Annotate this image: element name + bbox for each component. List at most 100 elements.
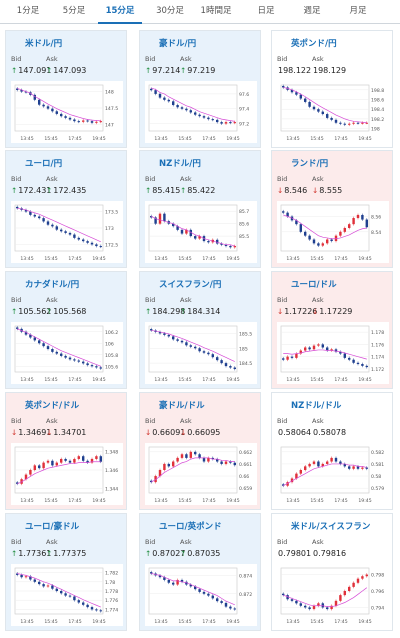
candle-body <box>73 119 76 122</box>
rate-card[interactable]: 豪ドル/円 Bid Ask ↑97.214 ↑97.219 97.6 97.4 97.2 13:… <box>139 30 261 148</box>
chart-svg: 106.2 106 105.8 105.6 13:45 15:45 17:45 19:45 <box>14 325 118 383</box>
mini-chart[interactable]: 185.5 185 184.5 13:45 15:45 17:45 19:45 <box>145 322 257 384</box>
rate-card[interactable]: 豪ドル/ドル Bid Ask ↓0.66091 ↓0.66095 0.662 0.661 0.… <box>139 392 261 510</box>
mini-chart[interactable]: 0.798 0.796 0.794 13:45 15:45 17:45 19:45 <box>277 564 389 626</box>
candle-body <box>180 107 184 109</box>
pair-name[interactable]: 豪ドル/円 <box>159 39 197 49</box>
candle-body <box>51 108 54 112</box>
pair-name[interactable]: 豪ドル/ドル <box>159 401 205 411</box>
candle-body <box>29 576 32 580</box>
x-tick-label: 19:45 <box>358 136 371 142</box>
rate-card[interactable]: 英ポンド/円 Bid Ask 198.122 198.129 198.8 198.6 198.… <box>271 30 393 148</box>
candle-body <box>330 457 333 462</box>
pair-name[interactable]: カナダドル/円 <box>25 280 80 290</box>
mini-chart[interactable]: 1.178 1.176 1.174 1.172 13:45 15:45 17:45 19:45 <box>277 322 389 384</box>
pair-name[interactable]: 英ポンド/円 <box>291 39 337 49</box>
mini-chart[interactable]: 198.8 198.6 198.4 198.2 198 13:45 15:45 17:45 19… <box>277 81 389 143</box>
pair-name[interactable]: ユーロ/豪ドル <box>25 522 80 532</box>
arrow-up-icon: ↑ <box>11 307 18 316</box>
candle-body <box>29 470 32 475</box>
mini-chart[interactable]: 8.56 8.54 13:45 15:45 17:45 19:45 <box>277 201 389 263</box>
mini-chart[interactable]: 173.5 173 172.5 13:45 15:45 17:45 19:45 <box>11 201 123 263</box>
candle-body <box>281 593 285 596</box>
rate-card[interactable]: 英ポンド/ドル Bid Ask ↓1.34691 ↓1.34701 1.348 1.346 1… <box>5 392 127 510</box>
candle-body <box>321 603 325 608</box>
candle-body <box>189 110 193 113</box>
tab-2[interactable]: 15分足 <box>98 0 142 24</box>
candle-body <box>202 351 206 353</box>
candle-body <box>356 578 360 583</box>
bid-label: Bid <box>11 417 22 425</box>
candle-body <box>281 358 285 360</box>
mini-chart[interactable]: 106.2 106 105.8 105.6 13:45 15:45 17:45 19:45 <box>11 322 123 384</box>
candle-body <box>352 466 355 469</box>
rate-card[interactable]: ユーロ/英ポンド Bid Ask ↑0.87027 ↑0.87035 0.874 0.872… <box>139 513 261 631</box>
tab-3[interactable]: 30分足 <box>156 6 184 16</box>
pair-name[interactable]: ランド/円 <box>291 159 329 169</box>
bid-value: 0.58064 <box>278 428 312 437</box>
candle-body <box>55 111 59 114</box>
pair-name[interactable]: スイスフラン/円 <box>159 280 222 290</box>
pair-name[interactable]: 米ドル/円 <box>25 39 63 49</box>
candle-body <box>73 234 76 238</box>
rate-card[interactable]: カナダドル/円 Bid Ask ↑105.562 ↑105.568 106.2 106 105… <box>5 271 127 389</box>
y-tick-label: 185.5 <box>239 331 252 337</box>
mini-chart[interactable]: 1.782 1.78 1.778 1.776 1.774 13:45 15:45 17:45 1… <box>11 564 123 626</box>
pair-name[interactable]: ユーロ/英ポンド <box>159 522 222 532</box>
rate-card[interactable]: ランド/円 Bid Ask ↓8.546 ↓8.555 8.56 8.54 13:45 15:4… <box>271 150 393 268</box>
mini-chart[interactable]: 85.7 85.6 85.5 13:45 15:45 17:45 19:45 <box>145 201 257 263</box>
moving-average-line <box>17 207 101 243</box>
mini-chart[interactable]: 0.662 0.661 0.66 0.659 13:45 15:45 17:45 19:45 <box>145 443 257 505</box>
candle-body <box>193 346 197 349</box>
candle-body <box>29 334 32 338</box>
pair-name[interactable]: 英ポンド/ドル <box>25 401 80 411</box>
candle-body <box>356 362 360 365</box>
chart-svg: 198.8 198.6 198.4 198.2 198 13:45 15:45 17:45 19… <box>280 84 384 142</box>
chart-svg: 148 147.5 147 13:45 15:45 17:45 19:45 <box>14 84 118 142</box>
x-tick-label: 19:45 <box>226 498 239 504</box>
rate-card[interactable]: 米ドル/円 Bid Ask ↑147.091 ↑147.093 148 147.5 147 13… <box>5 30 127 148</box>
bid-price: ↑85.415 <box>145 186 180 195</box>
y-tick-label: 0.662 <box>239 450 252 456</box>
tab-1[interactable]: 5分足 <box>62 6 86 16</box>
candle-body <box>59 353 63 356</box>
candle-body <box>229 246 232 248</box>
rate-card[interactable]: スイスフラン/円 Bid Ask ↑184.298 ↑184.314 185.5 185 18… <box>139 271 261 389</box>
candle-body <box>330 349 333 351</box>
arrow-down-icon: ↓ <box>46 428 53 437</box>
tab-4[interactable]: 1時間足 <box>200 6 232 16</box>
pair-name[interactable]: 米ドル/スイスフラン <box>291 522 371 532</box>
x-tick-label: 15:45 <box>310 136 323 142</box>
pair-name[interactable]: NZドル/円 <box>159 159 201 169</box>
mini-chart[interactable]: 97.6 97.4 97.2 13:45 15:45 17:45 19:45 <box>145 81 257 143</box>
x-tick-label: 15:45 <box>310 619 323 625</box>
plot-frame <box>148 325 238 373</box>
arrow-up-icon: ↑ <box>145 66 152 75</box>
tab-0[interactable]: 1分足 <box>16 6 40 16</box>
moving-average-line <box>17 87 101 122</box>
candle-body <box>295 220 298 225</box>
bid-value: 1.17226 <box>284 307 318 316</box>
pair-name[interactable]: NZドル/ドル <box>291 401 342 411</box>
mini-chart[interactable]: 0.874 0.872 13:45 15:45 17:45 19:45 <box>145 564 257 626</box>
rate-card[interactable]: 米ドル/スイスフラン Bid Ask 0.79801 0.79816 0.798 0.796… <box>271 513 393 631</box>
candle-body <box>171 461 175 467</box>
y-tick-label: 1.346 <box>105 468 118 474</box>
plot-frame <box>148 84 238 132</box>
rate-card[interactable]: NZドル/ドル Bid Ask 0.58064 0.58078 0.582 0.581 0.5… <box>271 392 393 510</box>
candle-body <box>321 344 325 348</box>
rate-card[interactable]: NZドル/円 Bid Ask ↑85.415 ↑85.422 85.7 85.6 85.5 13… <box>139 150 261 268</box>
tab-6[interactable]: 週足 <box>303 6 321 16</box>
candle-body <box>59 113 63 117</box>
tab-5[interactable]: 日足 <box>257 6 275 16</box>
tab-7[interactable]: 月足 <box>349 6 367 16</box>
rate-card[interactable]: ユーロ/ドル Bid Ask ↓1.17226 ↓1.17229 1.178 1.176 1.… <box>271 271 393 389</box>
pair-name[interactable]: ユーロ/円 <box>25 159 63 169</box>
rate-card[interactable]: ユーロ/豪ドル Bid Ask ↑1.77361 ↑1.77375 1.782 1.78 1.… <box>5 513 127 631</box>
rate-card[interactable]: ユーロ/円 Bid Ask ↑172.431 ↑172.435 173.5 173 172.5… <box>5 150 127 268</box>
mini-chart[interactable]: 148 147.5 147 13:45 15:45 17:45 19:45 <box>11 81 123 143</box>
mini-chart[interactable]: 1.348 1.346 1.344 13:45 15:45 17:45 19:45 <box>11 443 123 505</box>
flag-icon <box>11 281 22 288</box>
mini-chart[interactable]: 0.582 0.581 0.58 0.579 13:45 15:45 17:45 19:45 <box>277 443 389 505</box>
pair-name[interactable]: ユーロ/ドル <box>291 280 337 290</box>
